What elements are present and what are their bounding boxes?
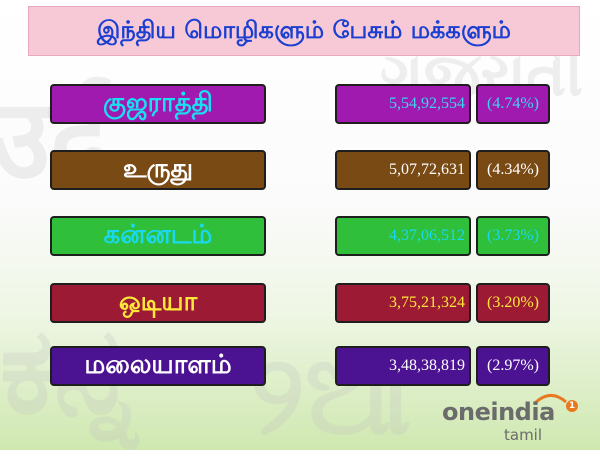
percentage: (3.20%) [487,294,539,311]
logo-arc-icon [532,394,567,406]
language-name: உருது [122,153,194,184]
oneindia-logo: oneindia 1 tamil [442,394,582,446]
logo-text: oneindia [442,398,555,426]
speaker-count: 5,07,72,631 [389,161,465,178]
speaker-count: 4,37,06,512 [389,227,465,244]
language-label-box: ஒடியா [50,283,266,323]
percentage: (4.74%) [487,95,539,112]
language-name: குஜராத்தி [103,87,213,118]
speaker-count-box: 4,37,06,512 [335,216,471,256]
percentage-box: (3.20%) [476,283,550,323]
percentage-box: (2.97%) [476,346,550,386]
language-name: ஒடியா [118,286,198,317]
language-label-box: உருது [50,150,266,190]
percentage: (2.97%) [487,357,539,374]
speaker-count: 3,75,21,324 [389,294,465,311]
speaker-count: 3,48,38,819 [389,357,465,374]
percentage-box: (4.74%) [476,84,550,124]
speaker-count: 5,54,92,554 [389,95,465,112]
speaker-count-box: 3,75,21,324 [335,283,471,323]
speaker-count-box: 5,07,72,631 [335,150,471,190]
speaker-count-box: 3,48,38,819 [335,346,471,386]
language-label-box: மலையாளம் [50,346,266,386]
title-banner: இந்திய மொழிகளும் பேசும் மக்களும் [28,6,580,56]
speaker-count-box: 5,54,92,554 [335,84,471,124]
percentage: (3.73%) [487,227,539,244]
logo-subtext: tamil [504,426,543,444]
language-name: கன்னடம் [103,219,213,250]
logo-badge: 1 [566,400,578,412]
percentage-box: (3.73%) [476,216,550,256]
language-label-box: குஜராத்தி [50,84,266,124]
language-name: மலையாளம் [84,349,232,380]
page-title: இந்திய மொழிகளும் பேசும் மக்களும் [97,15,511,44]
percentage: (4.34%) [487,161,539,178]
language-label-box: கன்னடம் [50,216,266,256]
percentage-box: (4.34%) [476,150,550,190]
